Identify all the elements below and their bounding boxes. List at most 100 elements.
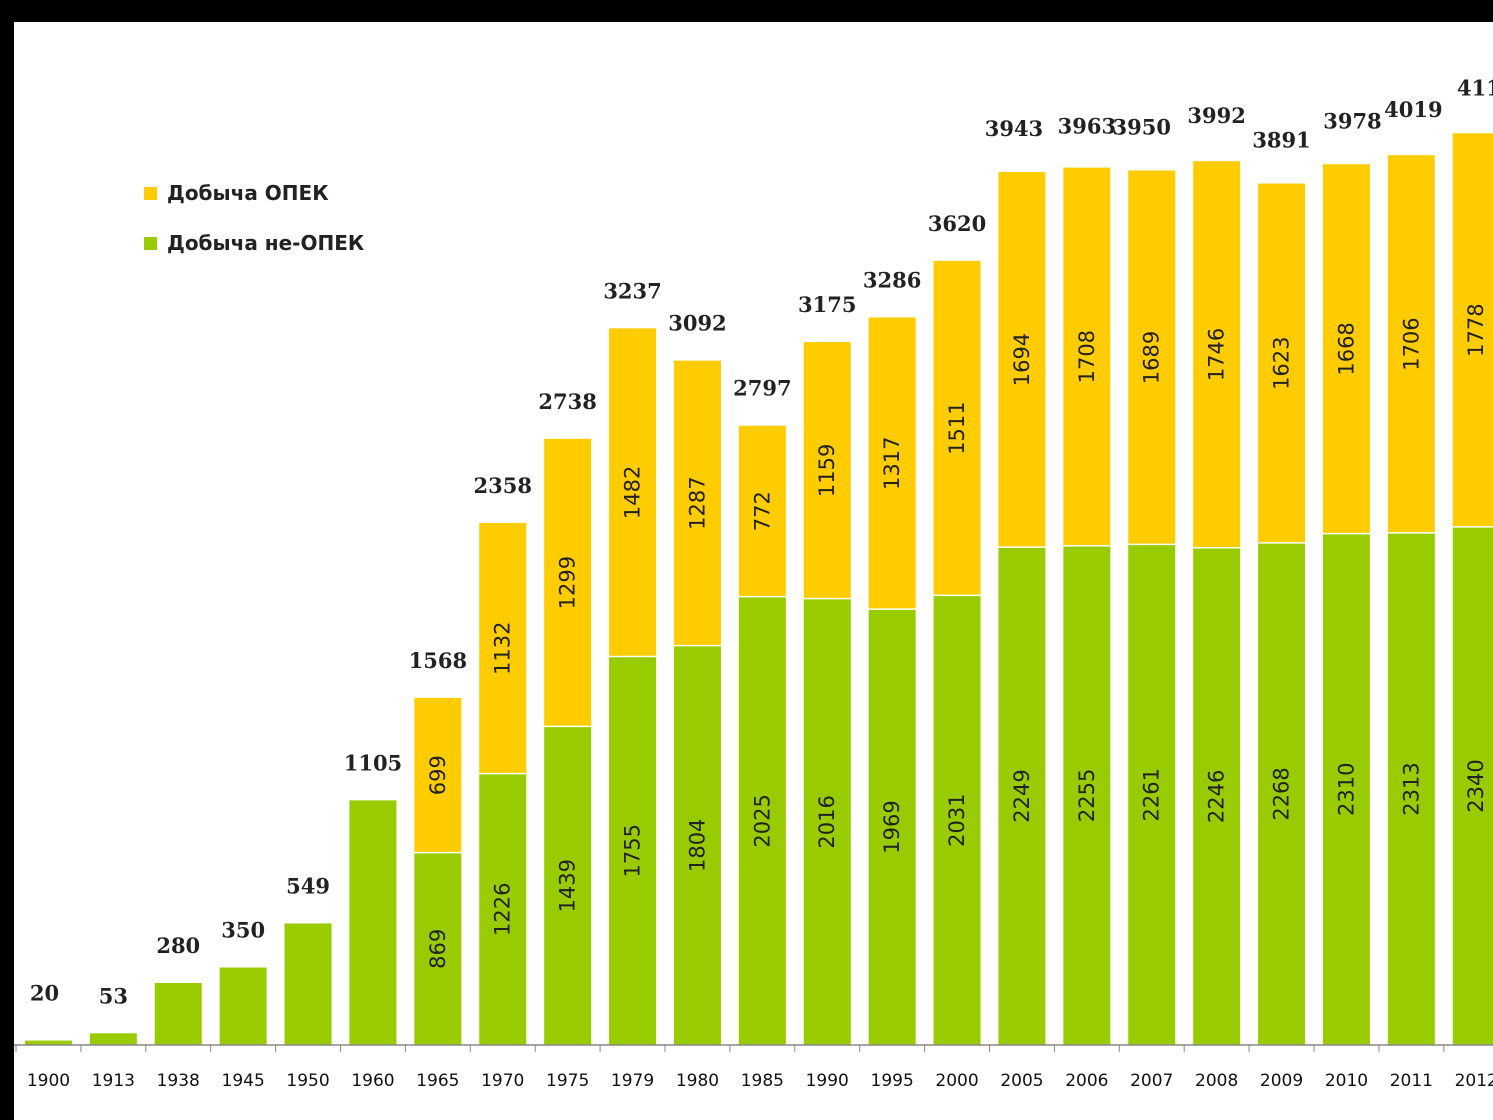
- total-label-2010: 3978: [1323, 108, 1381, 133]
- bar-non-opec-1965: [414, 852, 462, 1045]
- bar-non-opec-2005: [998, 547, 1046, 1045]
- x-tick-label-1979: 1979: [611, 1071, 654, 1091]
- bar-non-opec-2012: [1452, 526, 1493, 1045]
- label-non-opec-2011: 2313: [1399, 762, 1423, 815]
- total-label-1945: 350: [221, 918, 265, 943]
- bar-non-opec-1900: [24, 1040, 72, 1045]
- legend-item-non-opec: Добыча не-ОПЕК: [144, 230, 364, 256]
- bar-non-opec-1960: [349, 800, 397, 1045]
- x-tick-label-2011: 2011: [1390, 1071, 1433, 1091]
- bar-opec-1965: [414, 697, 462, 853]
- label-opec-2000: 1511: [945, 401, 969, 454]
- total-label-1980: 3092: [668, 311, 726, 336]
- x-tick-label-1945: 1945: [222, 1071, 265, 1091]
- bar-non-opec-2000: [933, 595, 981, 1045]
- total-label-2012: 4119: [1457, 75, 1493, 100]
- label-non-opec-2008: 2246: [1205, 770, 1229, 823]
- bar-opec-1975: [544, 438, 592, 727]
- label-non-opec-1970: 1226: [491, 883, 515, 936]
- total-label-1938: 280: [156, 933, 200, 958]
- bar-non-opec-1979: [609, 656, 657, 1045]
- label-opec-1985: 772: [750, 491, 774, 531]
- bar-non-opec-1913: [89, 1033, 137, 1045]
- x-tick-label-2007: 2007: [1130, 1071, 1173, 1091]
- label-non-opec-2010: 2310: [1334, 763, 1358, 816]
- total-label-1913: 53: [99, 983, 128, 1008]
- total-label-1970: 2358: [474, 473, 532, 498]
- bar-non-opec-1970: [479, 773, 527, 1045]
- bar-opec-2005: [998, 172, 1046, 548]
- bar-opec-2007: [1128, 170, 1176, 545]
- legend-label-non-opec: Добыча не-ОПЕК: [167, 231, 365, 255]
- bar-non-opec-1975: [544, 726, 592, 1045]
- x-tick-label-1960: 1960: [351, 1071, 394, 1091]
- label-non-opec-1975: 1439: [556, 859, 580, 912]
- label-opec-1990: 1159: [815, 444, 839, 497]
- label-non-opec-1979: 1755: [621, 824, 645, 877]
- label-opec-2008: 1746: [1205, 328, 1229, 381]
- label-non-opec-1980: 1804: [685, 819, 709, 872]
- total-label-1965: 1568: [409, 648, 467, 673]
- legend-swatch-opec: [144, 186, 157, 200]
- label-opec-2006: 1708: [1075, 330, 1099, 383]
- label-non-opec-2005: 2249: [1010, 769, 1034, 822]
- legend-swatch-non-opec: [144, 236, 157, 250]
- label-opec-2011: 1706: [1399, 317, 1423, 370]
- bar-non-opec-1990: [803, 598, 851, 1045]
- x-tick-label-1975: 1975: [546, 1071, 589, 1091]
- label-opec-2009: 1623: [1270, 336, 1294, 389]
- bar-opec-2000: [933, 260, 981, 596]
- chart-frame: 20 1900 53 1913 280 1938 350 1945 549 1950 1105 196…: [14, 22, 1493, 1120]
- label-opec-2010: 1668: [1334, 322, 1358, 375]
- total-label-1950: 549: [286, 873, 330, 898]
- x-tick-label-1985: 1985: [741, 1071, 784, 1091]
- label-non-opec-1965: 869: [426, 929, 450, 969]
- bar-opec-1979: [609, 328, 657, 657]
- bar-non-opec-2010: [1322, 533, 1370, 1045]
- bar-opec-2010: [1322, 164, 1370, 534]
- label-opec-1995: 1317: [880, 437, 904, 490]
- label-non-opec-2006: 2255: [1075, 769, 1099, 822]
- total-label-2006: 3963: [1058, 114, 1116, 139]
- bar-non-opec-1945: [219, 967, 267, 1045]
- total-label-1979: 3237: [603, 278, 661, 303]
- total-label-2000: 3620: [928, 211, 986, 236]
- bar-opec-1980: [673, 360, 721, 646]
- x-tick-label-1938: 1938: [157, 1071, 200, 1091]
- x-tick-label-1900: 1900: [27, 1071, 70, 1091]
- x-tick-label-2009: 2009: [1260, 1071, 1303, 1091]
- bar-non-opec-2006: [1063, 545, 1111, 1045]
- bar-opec-2008: [1193, 161, 1241, 548]
- label-opec-1979: 1482: [621, 466, 645, 519]
- total-label-2005: 3943: [985, 116, 1043, 141]
- label-opec-2007: 1689: [1140, 331, 1164, 384]
- bar-non-opec-2011: [1387, 532, 1435, 1045]
- x-tick-label-2000: 2000: [935, 1071, 978, 1091]
- bar-non-opec-1980: [673, 645, 721, 1045]
- label-non-opec-2009: 2268: [1270, 767, 1294, 820]
- label-opec-1975: 1299: [556, 556, 580, 609]
- x-tick-label-2012: 2012: [1455, 1071, 1493, 1091]
- bar-non-opec-1995: [868, 609, 916, 1045]
- label-non-opec-1990: 2016: [815, 795, 839, 848]
- x-tick-label-1965: 1965: [416, 1071, 459, 1091]
- x-tick-label-1990: 1990: [806, 1071, 849, 1091]
- total-label-2009: 3891: [1252, 128, 1310, 153]
- bar-non-opec-1938: [154, 983, 202, 1045]
- total-label-1985: 2797: [733, 376, 791, 401]
- total-label-1990: 3175: [798, 292, 856, 317]
- bar-opec-2011: [1387, 155, 1435, 533]
- total-label-2007: 3950: [1113, 114, 1171, 139]
- label-non-opec-2007: 2261: [1140, 768, 1164, 821]
- chart-canvas: 20 1900 53 1913 280 1938 350 1945 549 1950 1105 196…: [14, 75, 1493, 1091]
- x-tick-label-1970: 1970: [481, 1071, 524, 1091]
- x-tick-label-1950: 1950: [286, 1071, 329, 1091]
- label-non-opec-1985: 2025: [750, 794, 774, 847]
- bar-opec-1990: [803, 342, 851, 599]
- label-non-opec-2012: 2340: [1464, 759, 1488, 812]
- bar-non-opec-1985: [738, 596, 786, 1045]
- total-label-1975: 2738: [538, 389, 596, 414]
- bar-opec-1995: [868, 317, 916, 610]
- x-tick-label-2008: 2008: [1195, 1071, 1238, 1091]
- bar-non-opec-2009: [1258, 542, 1306, 1045]
